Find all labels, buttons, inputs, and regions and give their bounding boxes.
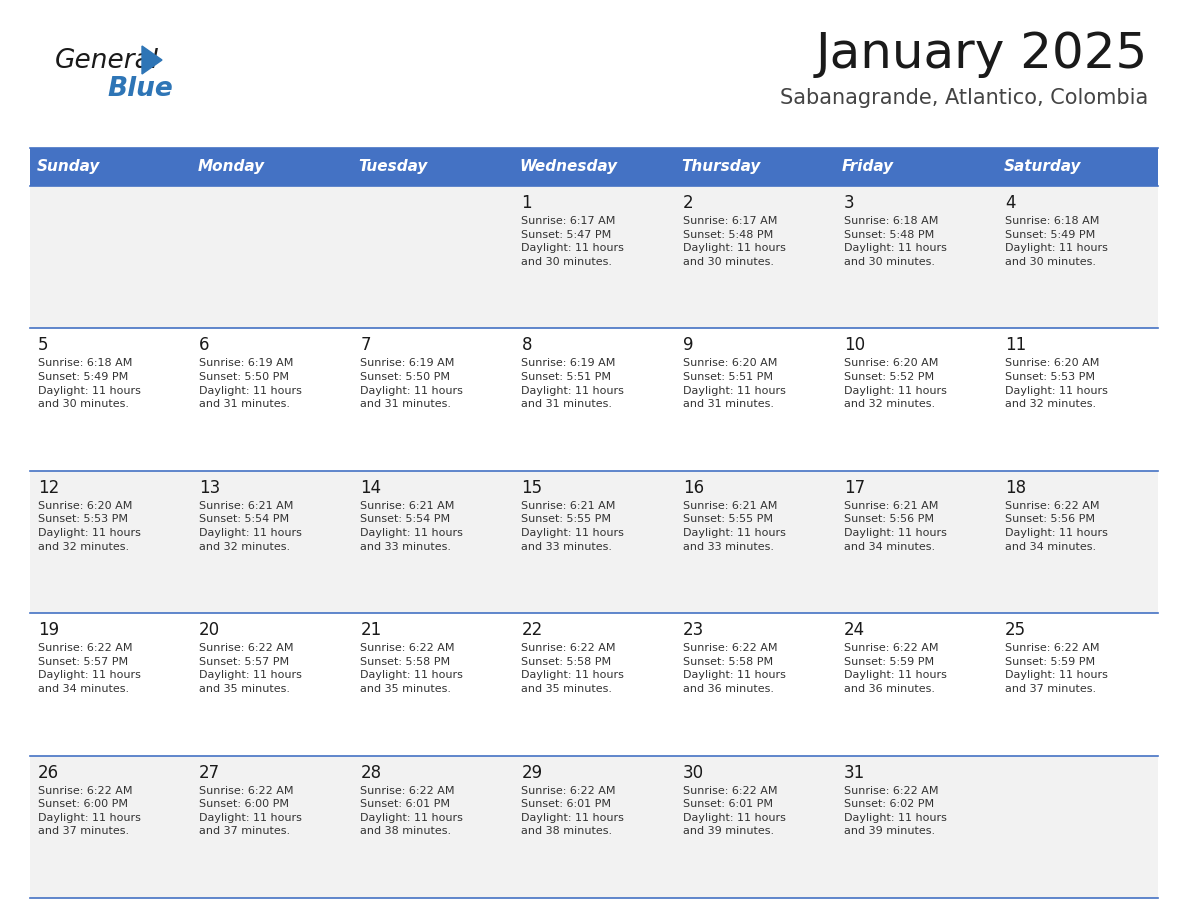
Text: Sunrise: 6:22 AM
Sunset: 5:58 PM
Daylight: 11 hours
and 36 minutes.: Sunrise: 6:22 AM Sunset: 5:58 PM Dayligh…: [683, 644, 785, 694]
Text: 5: 5: [38, 336, 49, 354]
Text: Sunrise: 6:20 AM
Sunset: 5:51 PM
Daylight: 11 hours
and 31 minutes.: Sunrise: 6:20 AM Sunset: 5:51 PM Dayligh…: [683, 358, 785, 409]
Text: Sunrise: 6:22 AM
Sunset: 5:59 PM
Daylight: 11 hours
and 37 minutes.: Sunrise: 6:22 AM Sunset: 5:59 PM Dayligh…: [1005, 644, 1107, 694]
Text: Sunrise: 6:19 AM
Sunset: 5:51 PM
Daylight: 11 hours
and 31 minutes.: Sunrise: 6:19 AM Sunset: 5:51 PM Dayligh…: [522, 358, 625, 409]
Text: 28: 28: [360, 764, 381, 781]
Text: Sunrise: 6:22 AM
Sunset: 5:57 PM
Daylight: 11 hours
and 34 minutes.: Sunrise: 6:22 AM Sunset: 5:57 PM Dayligh…: [38, 644, 141, 694]
Text: Sunrise: 6:17 AM
Sunset: 5:48 PM
Daylight: 11 hours
and 30 minutes.: Sunrise: 6:17 AM Sunset: 5:48 PM Dayligh…: [683, 216, 785, 267]
Text: 29: 29: [522, 764, 543, 781]
Text: Tuesday: Tuesday: [359, 160, 428, 174]
Text: 7: 7: [360, 336, 371, 354]
Text: 30: 30: [683, 764, 703, 781]
Text: 21: 21: [360, 621, 381, 639]
Bar: [30, 613, 1158, 756]
Text: Sunrise: 6:22 AM
Sunset: 5:59 PM
Daylight: 11 hours
and 36 minutes.: Sunrise: 6:22 AM Sunset: 5:59 PM Dayligh…: [843, 644, 947, 694]
Text: 10: 10: [843, 336, 865, 354]
Text: 11: 11: [1005, 336, 1026, 354]
Text: 15: 15: [522, 479, 543, 497]
Text: Sunrise: 6:22 AM
Sunset: 6:01 PM
Daylight: 11 hours
and 38 minutes.: Sunrise: 6:22 AM Sunset: 6:01 PM Dayligh…: [360, 786, 463, 836]
Text: Sunrise: 6:17 AM
Sunset: 5:47 PM
Daylight: 11 hours
and 30 minutes.: Sunrise: 6:17 AM Sunset: 5:47 PM Dayligh…: [522, 216, 625, 267]
Text: Sunrise: 6:21 AM
Sunset: 5:54 PM
Daylight: 11 hours
and 32 minutes.: Sunrise: 6:21 AM Sunset: 5:54 PM Dayligh…: [200, 501, 302, 552]
Text: Sunrise: 6:20 AM
Sunset: 5:53 PM
Daylight: 11 hours
and 32 minutes.: Sunrise: 6:20 AM Sunset: 5:53 PM Dayligh…: [38, 501, 141, 552]
Text: Sunrise: 6:20 AM
Sunset: 5:53 PM
Daylight: 11 hours
and 32 minutes.: Sunrise: 6:20 AM Sunset: 5:53 PM Dayligh…: [1005, 358, 1107, 409]
Text: Sunrise: 6:22 AM
Sunset: 6:01 PM
Daylight: 11 hours
and 38 minutes.: Sunrise: 6:22 AM Sunset: 6:01 PM Dayligh…: [522, 786, 625, 836]
Bar: [30, 756, 1158, 898]
Text: General: General: [55, 48, 159, 74]
Text: 13: 13: [200, 479, 221, 497]
Text: Sunrise: 6:18 AM
Sunset: 5:49 PM
Daylight: 11 hours
and 30 minutes.: Sunrise: 6:18 AM Sunset: 5:49 PM Dayligh…: [1005, 216, 1107, 267]
Text: Thursday: Thursday: [681, 160, 760, 174]
Text: 4: 4: [1005, 194, 1016, 212]
Bar: [30, 471, 1158, 613]
Text: 16: 16: [683, 479, 703, 497]
Text: Friday: Friday: [842, 160, 895, 174]
Text: 1: 1: [522, 194, 532, 212]
Text: 3: 3: [843, 194, 854, 212]
Text: 19: 19: [38, 621, 59, 639]
Text: 17: 17: [843, 479, 865, 497]
Polygon shape: [143, 46, 162, 74]
Text: Wednesday: Wednesday: [520, 160, 618, 174]
Text: Saturday: Saturday: [1004, 160, 1081, 174]
Bar: [30, 329, 1158, 471]
Text: 9: 9: [683, 336, 693, 354]
Text: Sunday: Sunday: [37, 160, 100, 174]
Text: Sunrise: 6:18 AM
Sunset: 5:49 PM
Daylight: 11 hours
and 30 minutes.: Sunrise: 6:18 AM Sunset: 5:49 PM Dayligh…: [38, 358, 141, 409]
Text: Sunrise: 6:21 AM
Sunset: 5:56 PM
Daylight: 11 hours
and 34 minutes.: Sunrise: 6:21 AM Sunset: 5:56 PM Dayligh…: [843, 501, 947, 552]
Text: 2: 2: [683, 194, 694, 212]
Text: 14: 14: [360, 479, 381, 497]
Text: 27: 27: [200, 764, 220, 781]
Text: Sunrise: 6:21 AM
Sunset: 5:54 PM
Daylight: 11 hours
and 33 minutes.: Sunrise: 6:21 AM Sunset: 5:54 PM Dayligh…: [360, 501, 463, 552]
Text: Sunrise: 6:22 AM
Sunset: 5:57 PM
Daylight: 11 hours
and 35 minutes.: Sunrise: 6:22 AM Sunset: 5:57 PM Dayligh…: [200, 644, 302, 694]
Text: Sabanagrande, Atlantico, Colombia: Sabanagrande, Atlantico, Colombia: [779, 88, 1148, 108]
Text: 20: 20: [200, 621, 220, 639]
Text: Sunrise: 6:22 AM
Sunset: 6:00 PM
Daylight: 11 hours
and 37 minutes.: Sunrise: 6:22 AM Sunset: 6:00 PM Dayligh…: [200, 786, 302, 836]
Text: Sunrise: 6:22 AM
Sunset: 5:58 PM
Daylight: 11 hours
and 35 minutes.: Sunrise: 6:22 AM Sunset: 5:58 PM Dayligh…: [522, 644, 625, 694]
Text: Sunrise: 6:21 AM
Sunset: 5:55 PM
Daylight: 11 hours
and 33 minutes.: Sunrise: 6:21 AM Sunset: 5:55 PM Dayligh…: [683, 501, 785, 552]
Text: 31: 31: [843, 764, 865, 781]
Text: 25: 25: [1005, 621, 1026, 639]
Text: January 2025: January 2025: [816, 30, 1148, 78]
Text: Sunrise: 6:19 AM
Sunset: 5:50 PM
Daylight: 11 hours
and 31 minutes.: Sunrise: 6:19 AM Sunset: 5:50 PM Dayligh…: [360, 358, 463, 409]
Text: 23: 23: [683, 621, 703, 639]
Text: 26: 26: [38, 764, 59, 781]
Text: Sunrise: 6:22 AM
Sunset: 6:01 PM
Daylight: 11 hours
and 39 minutes.: Sunrise: 6:22 AM Sunset: 6:01 PM Dayligh…: [683, 786, 785, 836]
Text: Sunrise: 6:21 AM
Sunset: 5:55 PM
Daylight: 11 hours
and 33 minutes.: Sunrise: 6:21 AM Sunset: 5:55 PM Dayligh…: [522, 501, 625, 552]
Text: 18: 18: [1005, 479, 1026, 497]
Text: 6: 6: [200, 336, 210, 354]
Text: Sunrise: 6:22 AM
Sunset: 5:58 PM
Daylight: 11 hours
and 35 minutes.: Sunrise: 6:22 AM Sunset: 5:58 PM Dayligh…: [360, 644, 463, 694]
Text: 8: 8: [522, 336, 532, 354]
Text: 22: 22: [522, 621, 543, 639]
Text: Sunrise: 6:19 AM
Sunset: 5:50 PM
Daylight: 11 hours
and 31 minutes.: Sunrise: 6:19 AM Sunset: 5:50 PM Dayligh…: [200, 358, 302, 409]
Text: 24: 24: [843, 621, 865, 639]
Text: Blue: Blue: [107, 76, 172, 102]
Text: Monday: Monday: [197, 160, 265, 174]
Text: Sunrise: 6:22 AM
Sunset: 6:00 PM
Daylight: 11 hours
and 37 minutes.: Sunrise: 6:22 AM Sunset: 6:00 PM Dayligh…: [38, 786, 141, 836]
Text: Sunrise: 6:22 AM
Sunset: 5:56 PM
Daylight: 11 hours
and 34 minutes.: Sunrise: 6:22 AM Sunset: 5:56 PM Dayligh…: [1005, 501, 1107, 552]
Text: Sunrise: 6:20 AM
Sunset: 5:52 PM
Daylight: 11 hours
and 32 minutes.: Sunrise: 6:20 AM Sunset: 5:52 PM Dayligh…: [843, 358, 947, 409]
Bar: [30, 186, 1158, 329]
Text: Sunrise: 6:18 AM
Sunset: 5:48 PM
Daylight: 11 hours
and 30 minutes.: Sunrise: 6:18 AM Sunset: 5:48 PM Dayligh…: [843, 216, 947, 267]
Text: Sunrise: 6:22 AM
Sunset: 6:02 PM
Daylight: 11 hours
and 39 minutes.: Sunrise: 6:22 AM Sunset: 6:02 PM Dayligh…: [843, 786, 947, 836]
Bar: [30, 148, 1158, 186]
Text: 12: 12: [38, 479, 59, 497]
